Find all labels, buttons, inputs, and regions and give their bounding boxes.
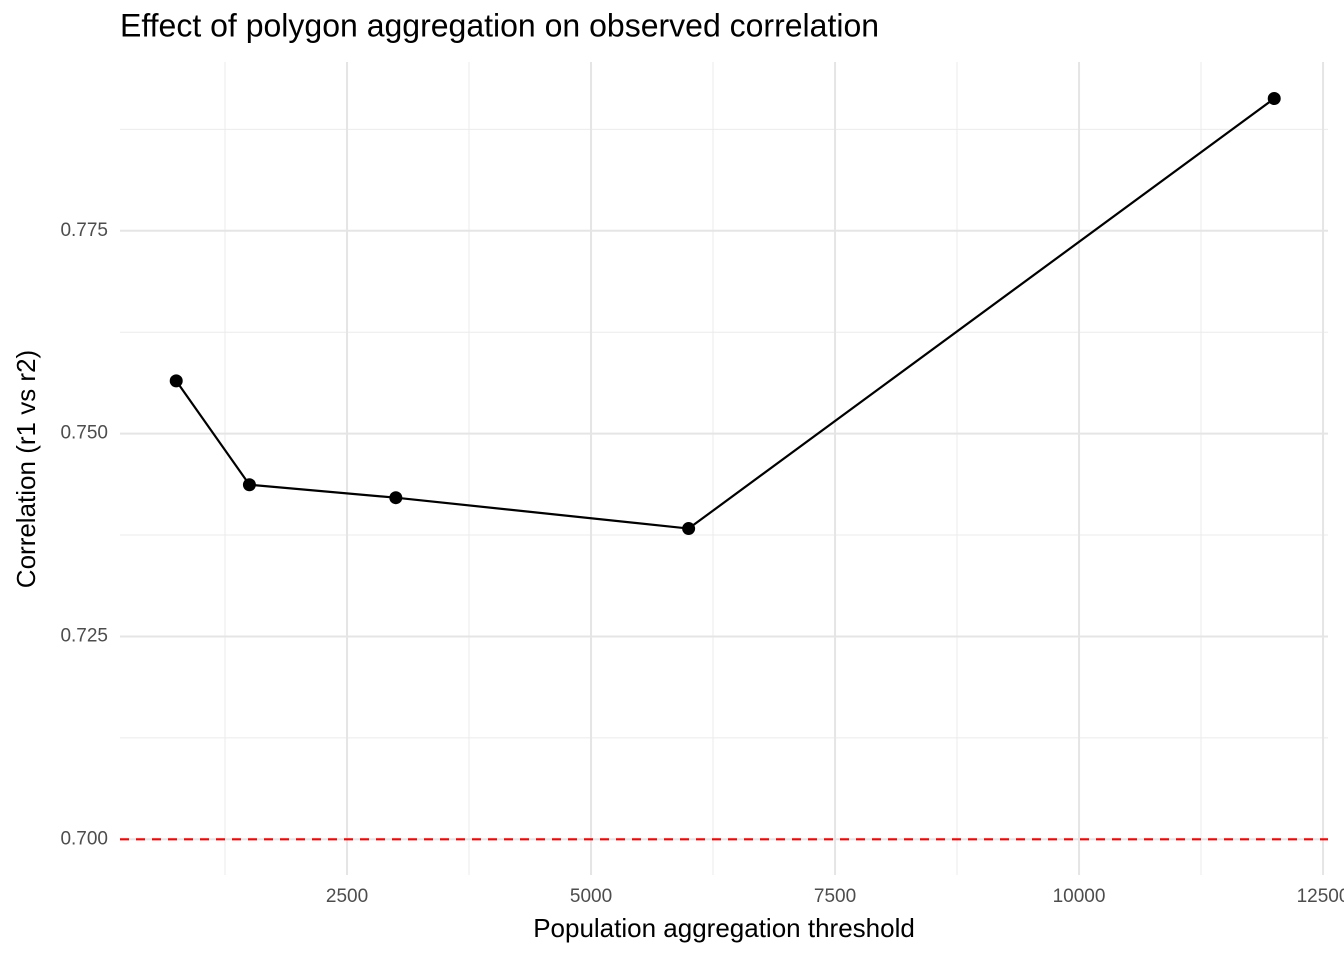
point [682, 522, 696, 536]
point [389, 491, 403, 505]
point [242, 478, 256, 492]
x-tick-label: 2500 [326, 886, 368, 907]
point [1267, 92, 1281, 106]
chart-title: Effect of polygon aggregation on observe… [120, 7, 879, 43]
x-tick-label: 7500 [814, 886, 856, 907]
y-tick-label: 0.725 [60, 625, 108, 646]
line [175, 97, 1275, 530]
y-tick-label: 0.775 [60, 220, 108, 241]
point [169, 374, 183, 388]
y-tick-label: 0.700 [60, 828, 108, 849]
x-tick-label: 5000 [570, 886, 612, 907]
x-tick-label: 10000 [1053, 886, 1106, 907]
y-axis-label: Correlation (r1 vs r2) [11, 350, 41, 588]
y-tick-label: 0.750 [60, 423, 108, 444]
x-axis-label: Population aggregation threshold [533, 913, 915, 943]
